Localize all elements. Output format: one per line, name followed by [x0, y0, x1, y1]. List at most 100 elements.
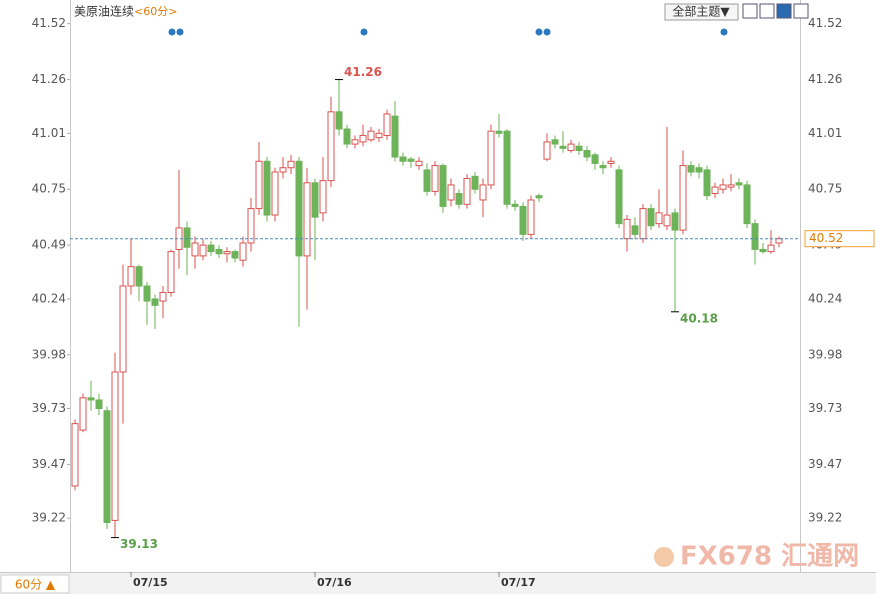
x-tick-label: 07/15 — [133, 576, 168, 589]
y2-tick-label: 39.47 — [808, 457, 842, 471]
candle-body — [615, 169, 623, 225]
last-price-label: 40.52 — [809, 231, 843, 245]
candle-body — [271, 171, 279, 216]
candle-body — [447, 184, 455, 201]
y-tick-label: 39.98 — [32, 347, 66, 361]
candle-body — [87, 397, 95, 401]
candle-body — [631, 225, 639, 235]
x-tick-label: 07/17 — [501, 576, 536, 589]
candle-body — [591, 154, 599, 164]
event-dot[interactable] — [360, 28, 368, 36]
candle-body — [767, 244, 775, 253]
candle-body — [551, 139, 559, 145]
y-tick-label: 40.24 — [32, 291, 66, 305]
candle-body — [751, 223, 759, 250]
candle-body — [567, 143, 575, 152]
candle-body — [143, 285, 151, 302]
candle-body — [527, 199, 535, 235]
candle-body — [487, 130, 495, 186]
candle-body — [111, 371, 119, 521]
theme-button-text[interactable]: 全部主题▼ — [672, 4, 730, 19]
candle-body — [167, 251, 175, 293]
y-tick-label: 39.22 — [32, 511, 66, 525]
tool-play[interactable] — [776, 3, 792, 19]
y2-tick-label: 41.01 — [808, 126, 842, 140]
toolbar — [742, 3, 809, 19]
tool-forward[interactable] — [793, 3, 809, 19]
candle-body — [679, 165, 687, 231]
candle-body — [463, 177, 471, 205]
candle-body — [207, 244, 215, 253]
candle-body — [543, 141, 551, 160]
candle-body — [583, 150, 591, 158]
period-label[interactable]: <60分> — [134, 5, 177, 18]
candle-body — [671, 212, 679, 231]
annotation-label: 40.18 — [680, 311, 718, 325]
y2-tick-label: 41.52 — [808, 16, 842, 30]
candle-body — [727, 184, 735, 188]
event-dot[interactable] — [176, 28, 184, 36]
y-tick-label: 41.26 — [32, 72, 66, 86]
event-dot[interactable] — [543, 28, 551, 36]
candle-body — [335, 111, 343, 130]
candle-body — [431, 165, 439, 192]
candle-body — [663, 214, 671, 227]
candle-body — [231, 251, 239, 259]
candle-body — [367, 130, 375, 141]
period-button[interactable] — [0, 574, 70, 594]
candle-body — [255, 160, 263, 210]
candle-body — [351, 139, 359, 145]
candle-body — [423, 169, 431, 192]
candle-body — [575, 145, 583, 152]
y2-tick-label: 40.24 — [808, 291, 842, 305]
candle-body — [79, 397, 87, 431]
candle-body — [647, 208, 655, 227]
candle-body — [159, 291, 167, 302]
candle-body — [103, 410, 111, 524]
candle-body — [623, 218, 631, 240]
candle-body — [687, 165, 695, 173]
watermark-logo: FX678 汇通网 — [654, 542, 859, 572]
candle-body — [311, 182, 319, 218]
candle-body — [303, 182, 311, 257]
candle-body — [703, 169, 711, 197]
last-price-tag — [804, 230, 875, 248]
y2-tick-label: 39.73 — [808, 401, 842, 415]
annotation-label: 41.26 — [344, 65, 382, 79]
candle-body — [263, 160, 271, 216]
y-tick-label: 41.52 — [32, 16, 66, 30]
candle-body — [95, 399, 103, 410]
y2-tick-label: 41.26 — [808, 72, 842, 86]
candle-body — [407, 158, 415, 162]
candle-body — [655, 212, 663, 225]
candle-body — [391, 115, 399, 158]
candle-body — [71, 423, 79, 487]
event-dot[interactable] — [168, 28, 176, 36]
chart-title: 美原油连续 — [74, 4, 134, 19]
event-dot[interactable] — [535, 28, 543, 36]
candle-body — [511, 203, 519, 207]
x-tick-label: 07/16 — [317, 576, 352, 589]
candle-body — [183, 227, 191, 248]
candle-body — [383, 113, 391, 136]
watermark-icon — [654, 547, 674, 567]
y2-tick-label: 39.22 — [808, 511, 842, 525]
theme-button[interactable] — [664, 3, 739, 21]
candle-body — [247, 208, 255, 244]
candle-body — [287, 160, 295, 169]
candle-body — [439, 165, 447, 207]
candle-body — [239, 242, 247, 261]
event-dot[interactable] — [720, 28, 728, 36]
y-tick-label: 39.73 — [32, 401, 66, 415]
candle-body — [759, 248, 767, 253]
tool-crosshair[interactable] — [742, 3, 758, 19]
candle-body — [695, 167, 703, 173]
period-button-text[interactable]: 60分 ▲ — [15, 578, 56, 592]
y-tick-label: 41.01 — [32, 126, 66, 140]
annotation-label: 39.13 — [120, 537, 158, 551]
candle-body — [215, 248, 223, 255]
tool-back[interactable] — [759, 3, 775, 19]
y2-tick-label: 40.75 — [808, 182, 842, 196]
candle-body — [135, 266, 143, 287]
